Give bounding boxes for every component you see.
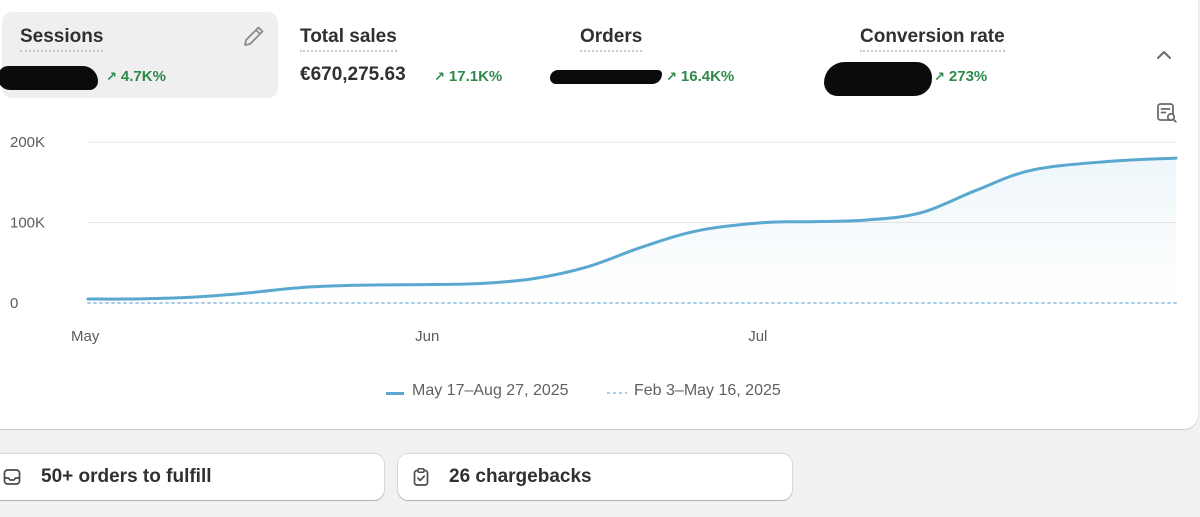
chart-legend: May 17–Aug 27, 2025 Feb 3–May 16, 2025 — [0, 382, 1200, 404]
data-point-current — [475, 282, 477, 284]
metric-orders[interactable]: Orders ↗ 16.4K% — [550, 12, 830, 98]
metric-sessions[interactable]: Sessions ↗ 4.7K% — [0, 12, 278, 98]
data-point-current — [1175, 157, 1177, 159]
data-point-current — [298, 287, 300, 289]
data-point-current — [242, 292, 244, 294]
metric-value-total-sales: €670,275.63 — [300, 64, 406, 85]
y-tick-label: 200K — [10, 134, 45, 151]
metric-title-sessions[interactable]: Sessions — [20, 26, 104, 52]
metric-delta-sessions: ↗ 4.7K% — [106, 68, 166, 85]
data-point-current — [1108, 160, 1110, 162]
metric-title-conversion-rate[interactable]: Conversion rate — [860, 26, 1005, 52]
x-tick-label: May — [71, 328, 100, 345]
chargebacks-label: 26 chargebacks — [449, 466, 592, 487]
legend-label-current: May 17–Aug 27, 2025 — [412, 382, 569, 399]
metric-title-total-sales[interactable]: Total sales — [300, 26, 397, 52]
metric-delta-orders: ↗ 16.4K% — [666, 68, 735, 85]
data-point-current — [975, 189, 977, 191]
data-point-current — [1030, 169, 1032, 171]
metric-title-orders[interactable]: Orders — [580, 26, 643, 52]
redaction-mark — [0, 66, 98, 90]
metric-conversion-rate[interactable]: Conversion rate ↗ 273% — [824, 12, 1070, 98]
line-chart: 0 100K 200K May Jun Jul — [10, 134, 1178, 345]
arrow-up-right-icon: ↗ — [934, 69, 945, 84]
arrow-up-right-icon: ↗ — [434, 69, 445, 84]
y-tick-label: 0 — [10, 295, 18, 312]
orders-to-fulfill-label: 50+ orders to fulfill — [41, 466, 212, 487]
data-point-current — [586, 266, 588, 268]
x-tick-label: Jul — [748, 328, 767, 345]
x-tick-label: Jun — [415, 328, 439, 345]
arrow-up-right-icon: ↗ — [666, 69, 677, 84]
orders-to-fulfill-button[interactable]: 50+ orders to fulfill — [0, 454, 384, 500]
data-point-current — [531, 278, 533, 280]
data-point-current — [353, 284, 355, 286]
metric-delta-total-sales: ↗ 17.1K% — [434, 68, 503, 85]
clipboard-check-icon — [413, 468, 429, 486]
data-point-current — [431, 283, 433, 285]
series-line-current — [86, 156, 1178, 301]
chargebacks-button[interactable]: 26 chargebacks — [398, 454, 792, 500]
data-point-current — [131, 298, 133, 300]
chart-search-icon[interactable] — [1155, 101, 1179, 125]
data-point-current — [864, 219, 866, 221]
metric-delta-conversion-rate: ↗ 273% — [934, 68, 988, 85]
redaction-mark — [550, 70, 662, 84]
data-point-current — [87, 298, 89, 300]
chevron-up-icon[interactable] — [1154, 45, 1174, 65]
arrow-up-right-icon: ↗ — [106, 69, 117, 84]
data-point-current — [808, 220, 810, 222]
pencil-icon[interactable] — [242, 24, 266, 48]
data-point-current — [187, 296, 189, 298]
metric-total-sales[interactable]: Total sales €670,275.63 ↗ 17.1K% — [280, 12, 550, 98]
data-point-current — [764, 221, 766, 223]
legend-label-previous: Feb 3–May 16, 2025 — [634, 382, 781, 399]
y-tick-label: 100K — [10, 215, 45, 232]
redaction-mark — [824, 62, 932, 96]
data-point-current — [642, 245, 644, 247]
inbox-icon — [3, 469, 21, 485]
legend-swatch-previous — [607, 392, 627, 394]
data-point-current — [919, 212, 921, 214]
data-point-current — [697, 229, 699, 231]
series-area-current — [88, 158, 1176, 303]
legend-swatch-current — [386, 392, 404, 395]
